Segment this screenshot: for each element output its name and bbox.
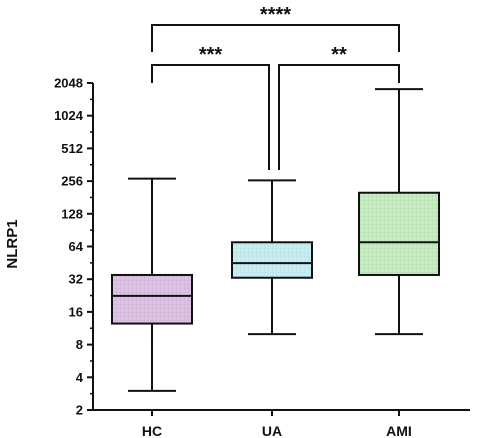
bracket-line <box>151 64 270 170</box>
box-ami <box>358 88 440 336</box>
boxes <box>111 88 440 392</box>
x-tick-label: UA <box>262 423 282 438</box>
box-iqr <box>231 241 313 279</box>
y-tick-label: 4 <box>76 370 84 385</box>
box-iqr <box>358 191 440 276</box>
significance-label: ** <box>331 44 347 66</box>
y-tick-label: 128 <box>61 206 83 221</box>
significance-label: *** <box>199 44 223 66</box>
y-tick-label: 16 <box>69 304 83 319</box>
y-tick-label: 32 <box>69 272 83 287</box>
axes: 2 4 8 16 32 64 128 256 512 1024 2048 HC UA AMI <box>54 76 470 438</box>
y-tick-label: 64 <box>69 239 84 254</box>
box-ua <box>231 179 313 336</box>
bracket-ua-ami: ** <box>278 44 400 170</box>
y-tick-label: 2048 <box>54 76 83 91</box>
box-hc <box>111 177 193 392</box>
x-tick-label: HC <box>142 423 162 438</box>
y-axis-title: NLRP1 <box>4 219 21 268</box>
significance-label: **** <box>260 4 291 26</box>
bracket-hc-ua: *** <box>151 44 270 170</box>
box-iqr <box>111 273 193 325</box>
bracket-line <box>151 24 400 52</box>
x-tick-label: AMI <box>386 423 412 438</box>
bracket-hc-ami: **** <box>151 4 400 52</box>
significance-brackets: ******* ** <box>151 4 400 170</box>
bracket-line <box>278 64 400 170</box>
y-tick-label: 8 <box>76 337 83 352</box>
y-tick-label: 1024 <box>54 108 84 123</box>
y-tick-label: 256 <box>61 174 83 189</box>
y-tick-label: 2 <box>76 403 83 418</box>
y-tick-label: 512 <box>61 141 83 156</box>
